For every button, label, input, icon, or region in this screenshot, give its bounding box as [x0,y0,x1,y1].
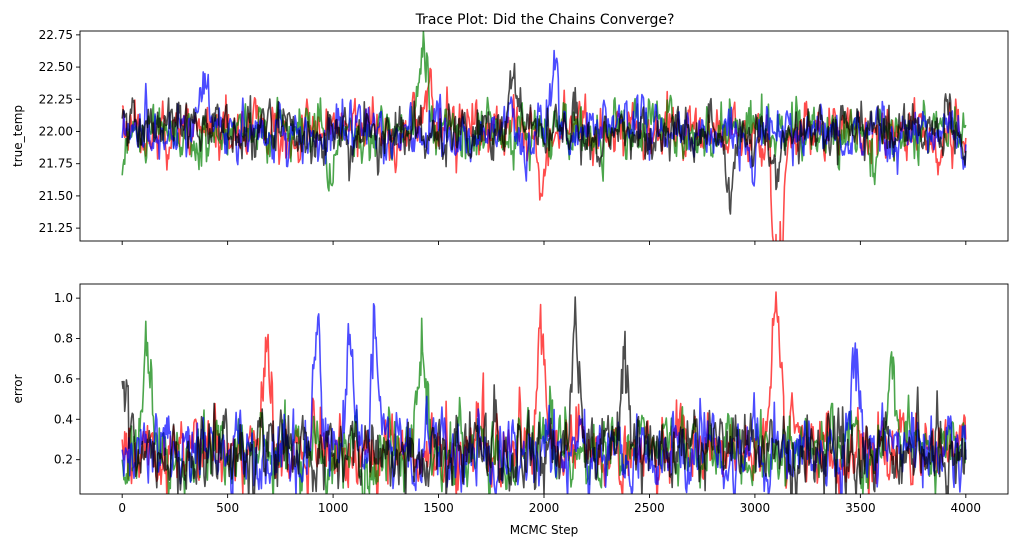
x-tick-label: 3000 [740,501,771,515]
y-tick-label: 21.25 [39,221,73,235]
x-axis-label: MCMC Step [510,523,579,537]
y-tick-label: 0.6 [54,372,73,386]
y-tick-label: 0.8 [54,332,73,346]
y-tick-label: 22.00 [39,124,73,138]
y-tick-label: 21.50 [39,189,73,203]
y-axis-label: error [11,374,25,403]
y-tick-label: 22.75 [39,28,73,42]
trace-line-chain-1 [121,291,967,494]
y-tick-label: 0.2 [54,453,73,467]
x-tick-label: 500 [216,501,239,515]
error-panel: 0.2 0.4 0.6 0.8 1.0 0 500 1000 1500 2000 2500 3000 3… [11,283,1009,515]
y-tick-label: 0.4 [54,412,73,426]
y-tick-label: 21.75 [39,157,73,171]
y-tick-label: 22.50 [39,60,73,74]
x-tick-label: 4000 [951,501,982,515]
series-group [121,31,967,241]
x-tick-label: 2500 [634,501,665,515]
trace-line-chain-4 [121,62,967,215]
y-tick-label: 1.0 [54,291,73,305]
chart-title: Trace Plot: Did the Chains Converge? [415,12,675,28]
x-tick-label: 1000 [318,501,349,515]
x-tick-label: 3500 [845,501,876,515]
y-axis-label: true_temp [11,105,25,167]
true-temp-panel: 21.25 21.50 21.75 22.00 22.25 22.50 22.75 true_… [11,28,1009,245]
trace-line-chain-3 [121,49,967,187]
series-group [121,291,967,494]
y-tick-label: 22.25 [39,92,73,106]
x-tick-label: 0 [118,501,126,515]
x-tick-label: 1500 [423,501,454,515]
trace-line-chain-1 [121,67,967,241]
x-tick-label: 2000 [529,501,560,515]
trace-line-chain-4 [121,296,967,494]
